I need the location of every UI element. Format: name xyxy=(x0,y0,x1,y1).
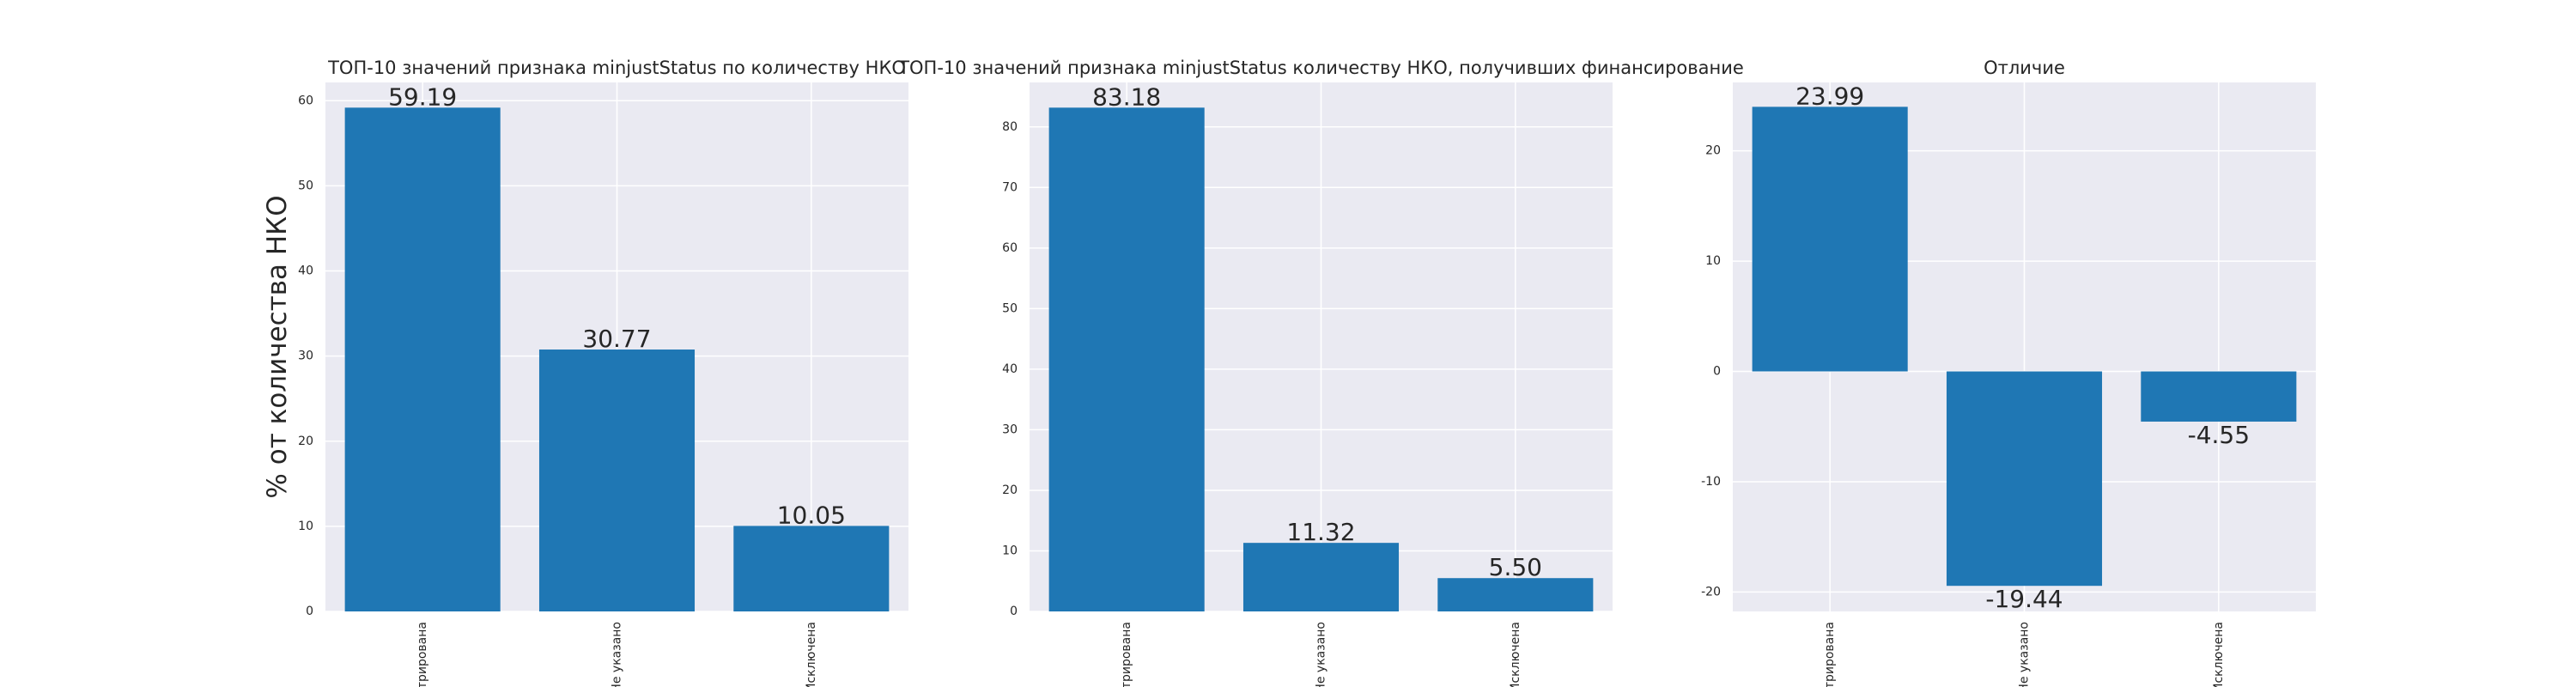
bar xyxy=(2141,371,2297,422)
x-tick-label: Не указано xyxy=(1315,622,1328,687)
y-tick-label: 20 xyxy=(298,435,313,448)
y-axis-label: % от количества НКО xyxy=(262,195,293,498)
bar xyxy=(1946,371,2103,587)
data-label: 11.32 xyxy=(1286,518,1355,546)
y-tick-label: 50 xyxy=(298,179,313,192)
chart-title: ТОП-10 значений признака minjustStatus к… xyxy=(897,58,1744,78)
bar xyxy=(1752,106,1908,372)
data-label: 30.77 xyxy=(582,325,651,353)
data-label: -4.55 xyxy=(2188,421,2250,449)
x-tick-label: Зарегистрирована xyxy=(1120,622,1133,687)
y-tick-label: 70 xyxy=(1002,180,1018,194)
bar xyxy=(344,107,501,611)
bar xyxy=(1048,107,1205,612)
chart-title: Отличие xyxy=(1984,58,2065,78)
x-tick-label: Не указано xyxy=(2018,622,2032,687)
bar xyxy=(1242,543,1400,611)
bar xyxy=(733,526,890,611)
y-tick-label: 20 xyxy=(1705,144,1721,158)
y-tick-label: 60 xyxy=(1002,241,1018,255)
bar xyxy=(538,350,696,611)
y-tick-label: 80 xyxy=(1002,120,1018,134)
y-tick-label: 40 xyxy=(1002,362,1018,376)
y-tick-label: 60 xyxy=(298,94,313,107)
y-tick-label: 10 xyxy=(1705,254,1721,268)
bar xyxy=(1437,578,1594,611)
x-tick-label: Зарегистрирована xyxy=(1823,622,1837,687)
y-tick-label: 30 xyxy=(298,350,313,363)
y-tick-label: 30 xyxy=(1002,423,1018,436)
y-tick-label: 10 xyxy=(1002,544,1018,557)
data-label: -19.44 xyxy=(1985,585,2063,613)
y-tick-label: 40 xyxy=(298,264,313,278)
y-tick-label: -10 xyxy=(1701,475,1721,489)
y-tick-label: 0 xyxy=(1713,365,1721,379)
y-tick-label: 0 xyxy=(1010,605,1018,618)
chart-title: ТОП-10 значений признака minjustStatus п… xyxy=(327,58,906,78)
x-tick-label: Исключена xyxy=(805,622,818,687)
data-label: 23.99 xyxy=(1795,82,1864,110)
y-tick-label: -20 xyxy=(1701,585,1721,599)
y-tick-label: 20 xyxy=(1002,483,1018,497)
data-label: 5.50 xyxy=(1489,553,1542,581)
data-label: 83.18 xyxy=(1092,82,1161,111)
x-tick-label: Исключена xyxy=(2212,622,2226,687)
x-tick-label: Исключена xyxy=(1509,622,1522,687)
data-label: 59.19 xyxy=(388,82,457,111)
y-tick-label: 10 xyxy=(298,520,313,533)
x-tick-label: Зарегистрирована xyxy=(416,622,429,687)
x-tick-label: Не указано xyxy=(611,622,624,687)
y-tick-label: 0 xyxy=(306,605,313,618)
data-label: 10.05 xyxy=(777,501,846,529)
y-tick-label: 50 xyxy=(1002,301,1018,315)
